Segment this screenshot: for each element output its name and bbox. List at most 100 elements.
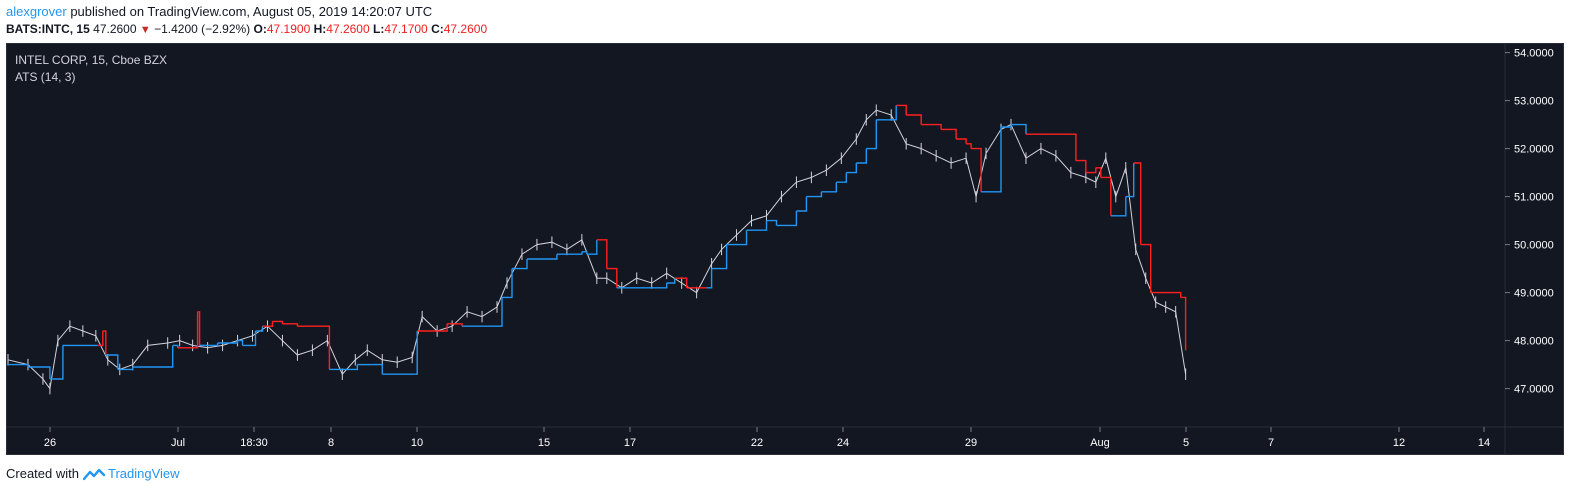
ats-stop-segment — [1133, 162, 1142, 245]
ats-stop-segment — [896, 104, 907, 115]
ats-stop-segment — [726, 230, 748, 246]
price-chart[interactable]: 54.0000 53.0000 52.0000 51.0000 50.0000 49.00… — [6, 43, 1564, 455]
tradingview-brand[interactable]: TradingView — [107, 466, 180, 481]
ats-stop-segment — [282, 323, 299, 327]
ats-stop-segment — [327, 325, 331, 370]
ats-stop-segment — [237, 339, 244, 346]
ats-stop-segment — [1125, 163, 1135, 198]
open-label: O: — [253, 22, 267, 36]
ats-stop-segment — [262, 321, 274, 327]
ats-stop-segment — [1001, 124, 1012, 128]
ats-stop-segment — [971, 147, 982, 192]
tradingview-logo-icon[interactable] — [82, 467, 105, 481]
ats-stop-segment — [746, 220, 768, 231]
low-label: L: — [373, 22, 385, 36]
ats-stop-segment — [1095, 167, 1102, 178]
ats-stop-segment — [217, 340, 239, 344]
ats-stop-segment — [1100, 176, 1112, 216]
ats-stop-segment — [906, 114, 922, 125]
ats-stop-segment — [197, 311, 201, 346]
ats-stop-segment — [132, 345, 174, 368]
ats-stop-segment — [207, 343, 219, 347]
time-tick-label: Jul — [171, 437, 185, 449]
plot-layer — [7, 104, 1187, 395]
ats-stop-segment — [1065, 133, 1077, 161]
time-tick-label: 29 — [965, 437, 977, 449]
ats-stop-segment — [581, 251, 588, 255]
chart-title: INTEL CORP, 15, Cboe BZX — [15, 53, 167, 67]
ats-stop-segment — [776, 211, 798, 227]
ats-stop-segment — [596, 239, 608, 269]
close-value: 47.2600 — [443, 22, 488, 36]
ats-stop-segment — [846, 163, 857, 174]
ats-stop-segment — [272, 320, 284, 324]
ats-stop-segment — [1117, 196, 1127, 217]
ats-stop-segment — [342, 364, 358, 371]
price-tick-label: 49.0000 — [1514, 288, 1554, 300]
ats-stop-segment — [242, 331, 257, 347]
ats-stop-segment — [836, 172, 847, 183]
ats-stop-segment — [806, 191, 823, 198]
ats-stop-segment — [766, 219, 778, 226]
author-link[interactable]: alexgrover — [6, 4, 67, 19]
ats-stop-segment — [105, 354, 119, 370]
ats-stop-segment — [8, 363, 29, 367]
price-tick-label: 51.0000 — [1514, 192, 1554, 204]
time-tick-label: 8 — [328, 437, 334, 449]
symbol-quote-line: BATS:INTC, 15 47.2600 ▼ −1.4200 (−2.92%)… — [6, 22, 487, 36]
close-label: C: — [431, 22, 444, 36]
ats-stop-segment — [502, 268, 513, 299]
last-price: 47.2600 — [93, 22, 137, 36]
time-tick-label: 18:30 — [240, 437, 268, 449]
down-arrow-icon: ▼ — [139, 24, 151, 36]
time-tick-label: 26 — [44, 437, 56, 449]
indicator-label: ATS (14, 3) — [15, 70, 75, 84]
ats-stop-segment — [527, 254, 558, 260]
ats-stop-segment — [97, 331, 104, 347]
open-value: 47.1900 — [266, 22, 311, 36]
price-tick-label: 54.0000 — [1514, 48, 1554, 60]
ats-stop-segment — [497, 297, 503, 327]
ats-stop-segment — [52, 345, 64, 380]
time-tick-label: Aug — [1090, 437, 1110, 449]
ats-stop-segment — [711, 244, 728, 270]
ats-stop-segment — [796, 196, 808, 212]
ats-stop-segment — [586, 239, 598, 255]
time-tick-label: 24 — [837, 437, 849, 449]
ats-stop-segment — [706, 268, 713, 289]
time-tick-label: 5 — [1183, 437, 1189, 449]
price-tick-label: 52.0000 — [1514, 144, 1554, 156]
ats-stop-segment — [674, 277, 688, 288]
price-change: −1.4200 (−2.92%) — [154, 22, 251, 36]
price-tick-label: 50.0000 — [1514, 240, 1554, 252]
price-tick-label: 47.0000 — [1514, 384, 1554, 396]
low-value: 47.1700 — [384, 22, 428, 36]
ats-stop-segment — [556, 251, 583, 255]
price-series-line — [7, 109, 1187, 390]
ats-stop-segment — [1075, 159, 1087, 173]
symbol-name: BATS:INTC, 15 — [6, 22, 90, 36]
ats-stop-segment — [417, 323, 448, 332]
time-tick-label: 22 — [751, 437, 763, 449]
ats-stop-segment — [1180, 296, 1187, 351]
ats-stop-segment — [415, 331, 418, 375]
ats-stop-segment — [606, 267, 618, 288]
created-with-label: Created with — [6, 466, 79, 481]
ats-stop-segment — [117, 367, 134, 371]
time-axis[interactable]: 26 Jul 18:30 8 10 15 17 22 24 29 Aug 5 7 12 14 — [44, 427, 1490, 449]
price-tick-label: 53.0000 — [1514, 96, 1554, 108]
time-tick-label: 17 — [624, 437, 636, 449]
footer: Created with TradingView — [6, 466, 180, 481]
publish-info: published on TradingView.com, August 05,… — [70, 4, 433, 19]
ats-stop-segment — [1140, 243, 1152, 293]
ats-stop-segment — [941, 128, 957, 139]
ats-stop-segment — [991, 127, 1002, 193]
time-tick-label: 12 — [1393, 437, 1405, 449]
ats-stop-segment — [1150, 291, 1182, 298]
price-axis[interactable]: 54.0000 53.0000 52.0000 51.0000 50.0000 49.00… — [1505, 48, 1554, 396]
ats-stop-segment — [512, 259, 528, 270]
ats-stop-segment — [866, 119, 877, 150]
ats-stop-segment — [255, 326, 264, 332]
time-tick-label: 10 — [411, 437, 423, 449]
ats-stop-segment — [886, 105, 897, 121]
